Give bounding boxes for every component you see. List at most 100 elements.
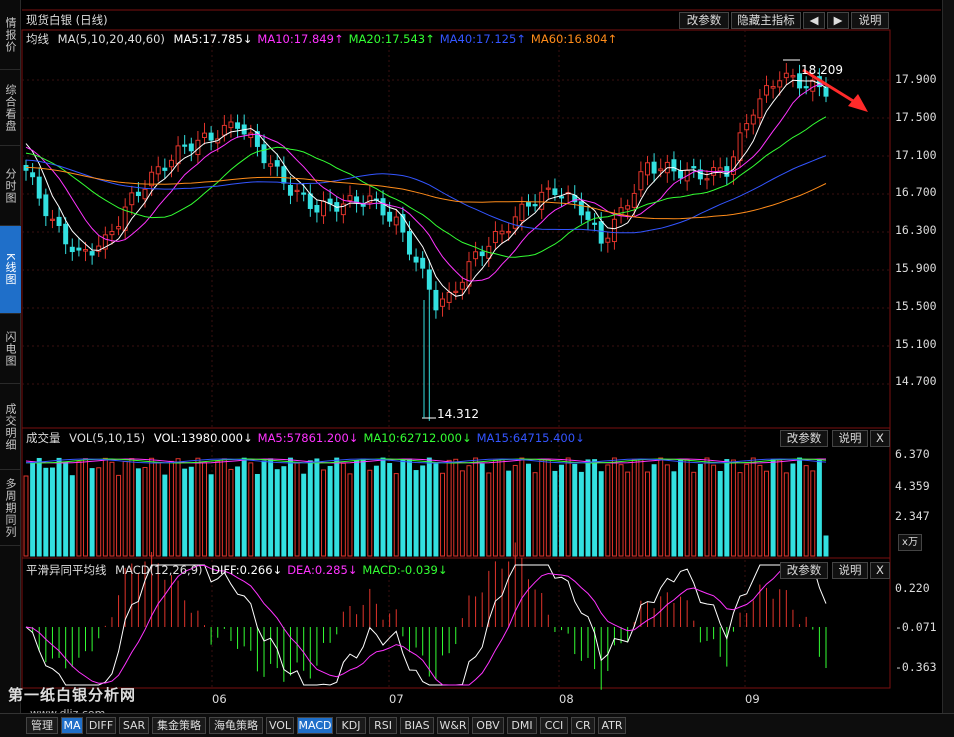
sidebar-tab[interactable]: 闪电图	[0, 314, 21, 384]
candle-body	[757, 98, 763, 119]
indicator-tab[interactable]: MACD	[297, 717, 333, 734]
volume-bar	[129, 458, 135, 557]
indicator-tab[interactable]: SAR	[119, 717, 149, 734]
volume-bar	[499, 458, 505, 557]
indicator-tab[interactable]: W&R	[437, 717, 469, 734]
sidebar-tab[interactable]: 分时图	[0, 146, 21, 226]
candle-body	[823, 87, 829, 97]
volume-bar	[697, 463, 703, 557]
indicator-tab[interactable]: 集金策略	[152, 717, 206, 734]
volume-bar	[757, 464, 763, 557]
sidebar-tab[interactable]: 多周期同列	[0, 470, 21, 546]
sidebar-tab[interactable]: 综合看盘	[0, 70, 21, 146]
volume-params-button[interactable]: 改参数	[780, 430, 828, 447]
volume-tick: 6.370	[895, 447, 930, 461]
volume-bar	[625, 471, 631, 557]
candle-body	[221, 124, 227, 136]
candle-body	[142, 188, 148, 200]
candle-body	[135, 191, 141, 197]
price-tick: 16.700	[895, 185, 937, 200]
macd-panel-frame	[21, 557, 891, 689]
macd-params-button[interactable]: 改参数	[780, 562, 828, 579]
candle-body	[764, 85, 769, 96]
next-arrow-button[interactable]: ▶	[827, 12, 849, 29]
indicator-tab[interactable]: DMI	[507, 717, 537, 734]
candle-body	[380, 198, 386, 216]
volume-bar	[506, 470, 512, 557]
volume-bar	[466, 465, 472, 557]
indicator-tab[interactable]: KDJ	[336, 717, 366, 734]
candle-body	[730, 156, 736, 175]
macd-help-button[interactable]: 说明	[832, 562, 868, 579]
volume-bar	[816, 458, 822, 557]
volume-ma-line	[25, 458, 827, 464]
volume-bar	[446, 459, 452, 557]
candle-body	[274, 160, 280, 167]
right-scroll-strip[interactable]	[942, 0, 954, 716]
volume-bar	[274, 469, 280, 557]
sidebar-tab[interactable]: K线图	[0, 226, 21, 314]
candle-body	[89, 251, 95, 256]
indicator-tab[interactable]: RSI	[369, 717, 397, 734]
price-tick: 17.500	[895, 109, 937, 124]
candle-body	[393, 216, 399, 226]
indicator-tab[interactable]: MA	[61, 717, 83, 734]
volume-bar	[122, 461, 128, 557]
candle-body	[347, 195, 353, 202]
ma-legend: 均线 MA(5,10,20,40,60) MA5:17.785↓ MA10:17.…	[26, 31, 622, 47]
candle-body	[367, 195, 373, 204]
volume-bar	[631, 459, 637, 557]
volume-bar	[367, 469, 373, 557]
indicator-tab[interactable]: CCI	[540, 717, 568, 734]
indicator-tab[interactable]: 管理	[26, 717, 58, 734]
indicator-tab[interactable]: 海龟策略	[209, 717, 263, 734]
volume-bar	[691, 471, 697, 557]
kline-chart[interactable]	[0, 0, 954, 713]
volume-bar	[704, 457, 710, 557]
sidebar-tab[interactable]: 成交明细	[0, 384, 21, 470]
volume-bar	[645, 471, 650, 557]
macd-value: MACD:-0.039↓	[362, 563, 448, 577]
indicator-tab[interactable]: OBV	[472, 717, 504, 734]
indicator-tab[interactable]: VOL	[266, 717, 294, 734]
volume-ma-line	[25, 458, 827, 464]
candle-body	[611, 218, 617, 243]
candle-body	[96, 245, 102, 252]
volume-bar	[783, 472, 789, 557]
candle-body	[36, 176, 42, 199]
volume-bar	[565, 457, 571, 557]
candle-body	[56, 216, 62, 227]
volume-bar	[373, 465, 379, 557]
volume-bar	[618, 464, 624, 557]
ma_legend-value: MA10:17.849↑	[257, 32, 344, 46]
candle-body	[499, 230, 505, 235]
macd-close-button[interactable]: X	[870, 562, 890, 579]
volume-bar	[168, 460, 174, 557]
candle-body	[43, 194, 49, 217]
indicator-tab[interactable]: DIFF	[86, 717, 116, 734]
sidebar-tab[interactable]: 情报价	[0, 0, 21, 70]
volume-bar	[790, 463, 796, 557]
candle-body	[671, 159, 677, 172]
change-params-button[interactable]: 改参数	[679, 12, 729, 29]
volume-bar	[69, 475, 75, 557]
volume-bar	[512, 464, 518, 557]
candle-body	[506, 231, 512, 234]
candle-body	[631, 192, 637, 208]
volume-bar	[254, 473, 260, 557]
indicator-tab[interactable]: ATR	[598, 717, 626, 734]
indicator-tab-bar: 管理 MA DIFF SAR 集金策略 海龟策略 VOL MACD KDJ RSI BIAS W&R O…	[0, 713, 954, 737]
chart-title-text: 现货白银 (日线)	[26, 13, 108, 27]
help-button[interactable]: 说明	[851, 12, 889, 29]
ma_legend-value: MA5:17.785↓	[173, 32, 253, 46]
volume-close-button[interactable]: X	[870, 430, 890, 447]
volume-help-button[interactable]: 说明	[832, 430, 868, 447]
indicator-tab[interactable]: CR	[571, 717, 595, 734]
candle-body	[704, 178, 710, 181]
hide-main-indicator-button[interactable]: 隐藏主指标	[731, 12, 801, 29]
volume-bar	[651, 464, 657, 557]
prev-arrow-button[interactable]: ◀	[803, 12, 825, 29]
volume-ma-line	[25, 458, 826, 464]
volume-bar	[56, 457, 62, 557]
indicator-tab[interactable]: BIAS	[400, 717, 434, 734]
